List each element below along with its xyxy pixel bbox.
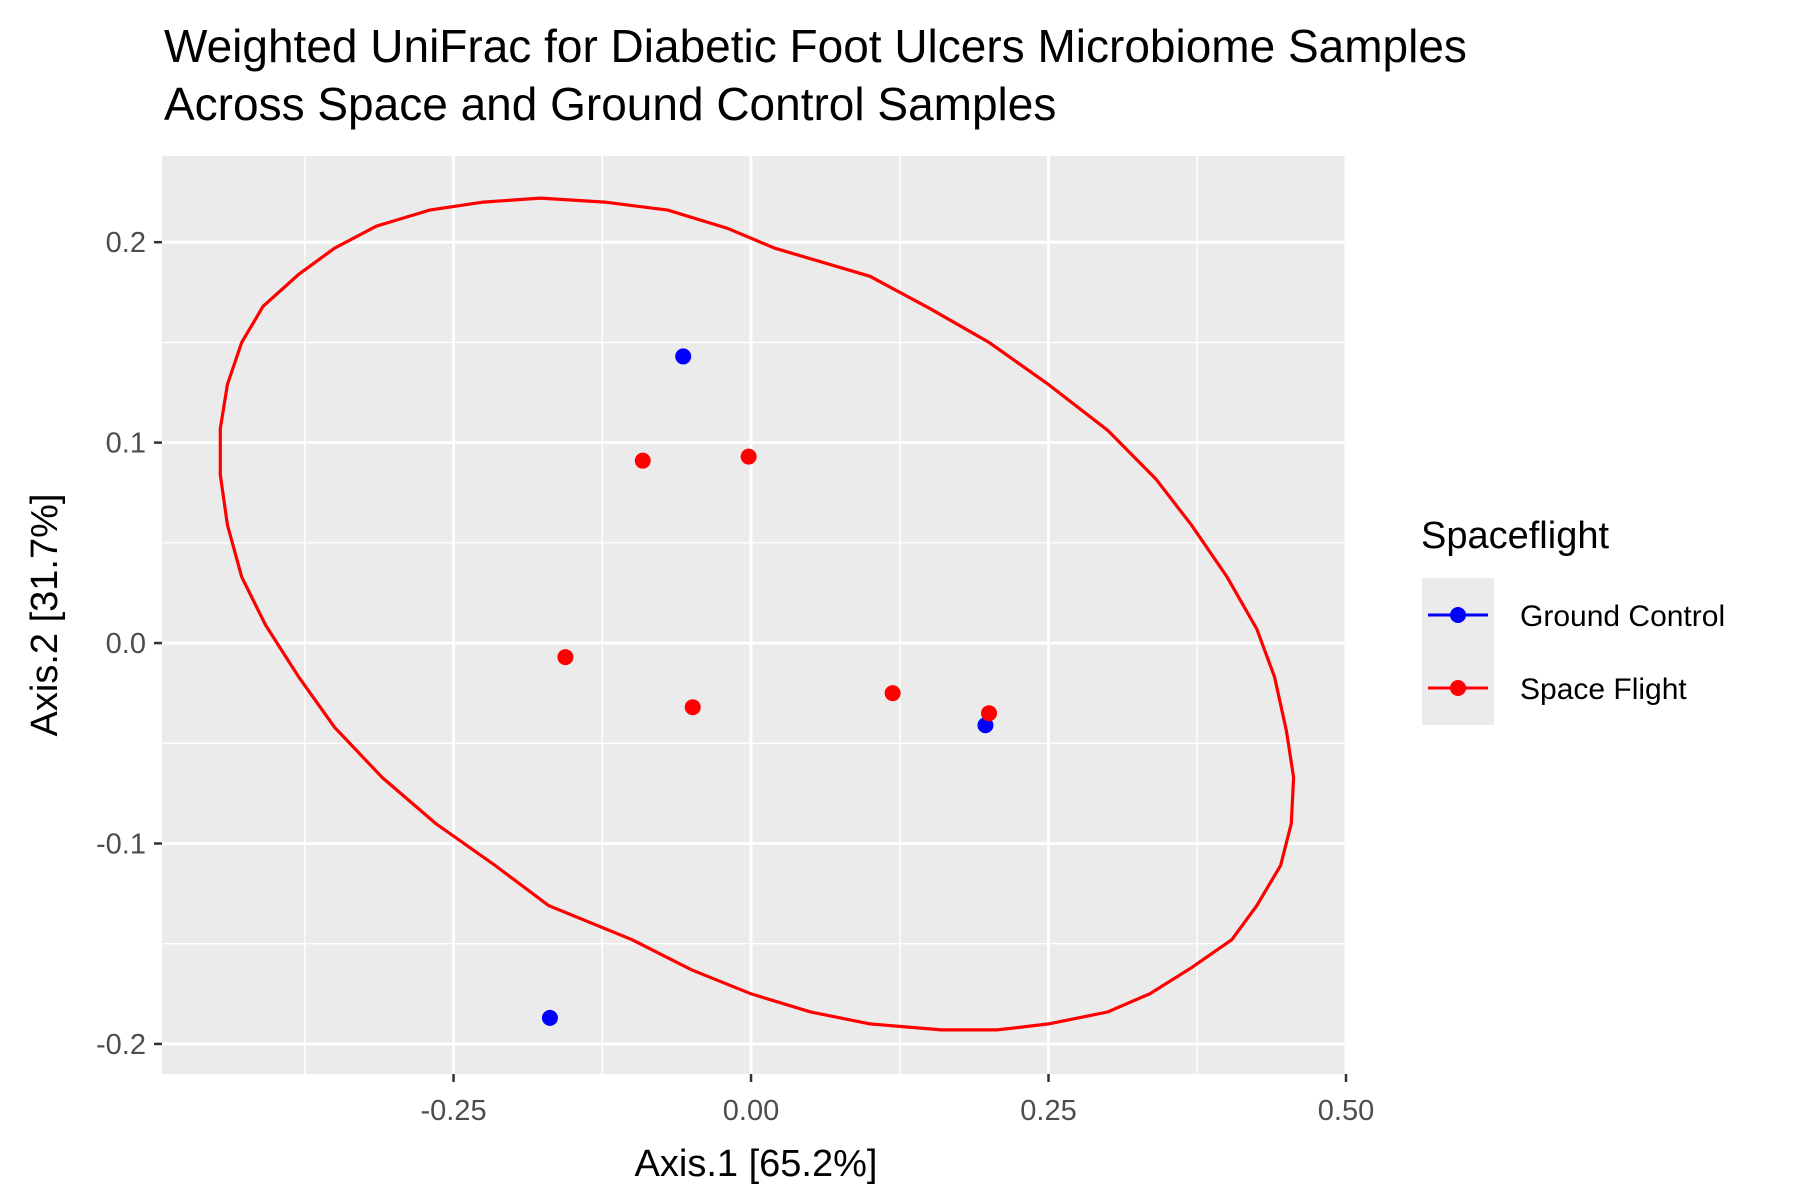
x-axis: -0.25 0.00 0.25 0.50	[420, 1074, 1374, 1127]
y-tick-label: 0.0	[106, 628, 146, 660]
x-tick-label: -0.25	[420, 1095, 486, 1127]
data-points	[541, 348, 998, 1026]
point-space-flight	[684, 699, 701, 716]
confidence-ellipse	[218, 196, 1296, 1032]
point-space-flight	[884, 685, 901, 702]
legend-label-ground-control: Ground Control	[1520, 600, 1725, 633]
legend-key-point-ground-control	[1450, 607, 1466, 623]
x-tick-label: 0.25	[1020, 1095, 1076, 1127]
legend-entries: Ground Control Space Flight	[1428, 600, 1725, 706]
grid-minor	[162, 156, 1346, 1074]
legend-key-point-space-flight	[1450, 680, 1466, 696]
point-space-flight	[634, 452, 651, 469]
point-space-flight	[557, 649, 574, 666]
plot-panel	[162, 156, 1346, 1074]
legend-label-space-flight: Space Flight	[1520, 673, 1687, 706]
chart-title-line-2: Across Space and Ground Control Samples	[164, 78, 1056, 130]
legend-key-background	[1422, 578, 1494, 725]
point-space-flight	[740, 448, 757, 465]
legend-title: Spaceflight	[1421, 515, 1609, 557]
x-tick-label: 0.00	[723, 1095, 779, 1127]
grid-major	[162, 156, 1348, 1074]
chart-title-line-1: Weighted UniFrac for Diabetic Foot Ulcer…	[164, 20, 1467, 72]
y-axis-title: Axis.2 [31.7%]	[24, 494, 66, 737]
point-ground-control	[675, 348, 692, 365]
y-tick-label: 0.2	[106, 227, 146, 259]
y-tick-label: -0.1	[96, 828, 146, 860]
legend: Spaceflight Ground Control Space Flight	[1421, 515, 1725, 725]
x-tick-label: 0.50	[1318, 1095, 1374, 1127]
y-tick-label: -0.2	[96, 1029, 146, 1061]
y-axis: -0.2 -0.1 0.0 0.1 0.2	[96, 227, 162, 1061]
point-space-flight	[981, 705, 998, 722]
point-ground-control	[977, 717, 994, 734]
x-axis-title: Axis.1 [65.2%]	[635, 1143, 878, 1185]
point-ground-control	[541, 1009, 558, 1026]
y-tick-label: 0.1	[106, 428, 146, 460]
